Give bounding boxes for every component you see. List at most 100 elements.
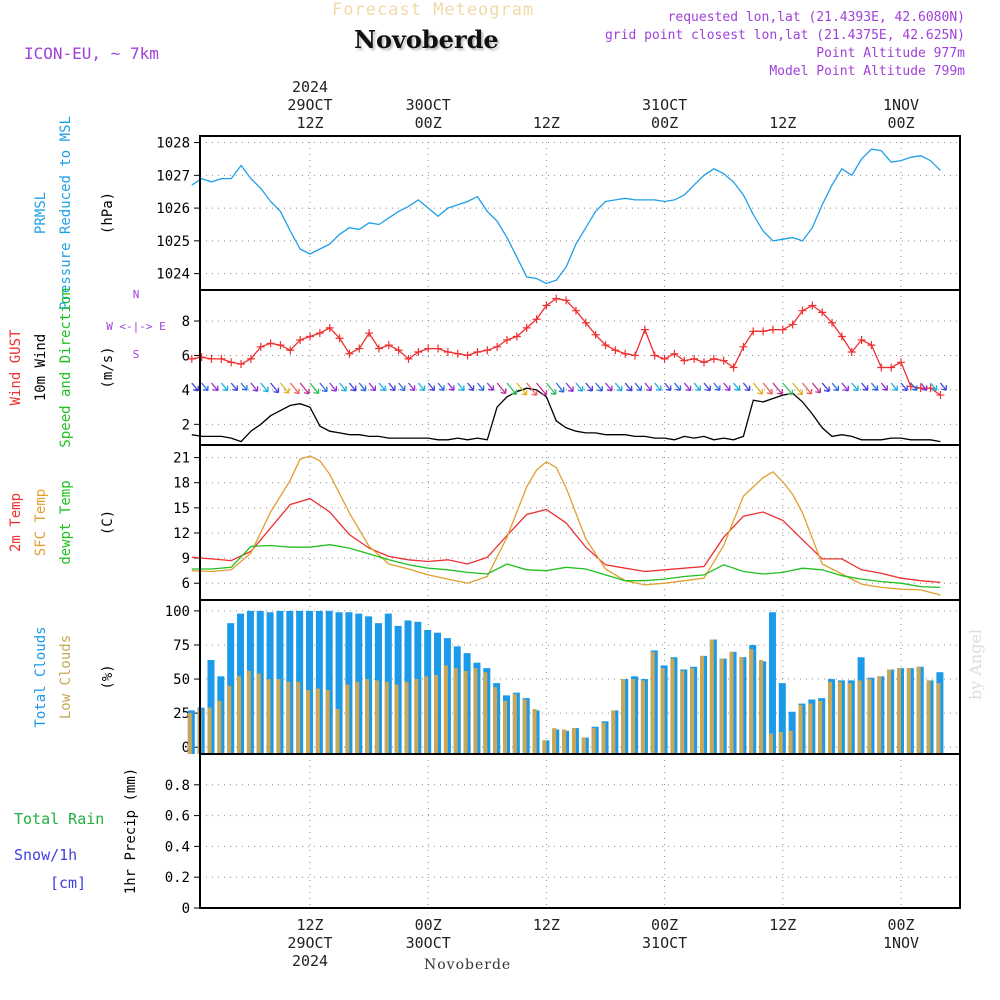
y-tick-label: 21 [173, 451, 190, 467]
y-tick-label: 50 [173, 672, 190, 688]
wind-direction-arrow [575, 382, 584, 392]
bar-low-cloud [394, 684, 399, 754]
bar-low-cloud [217, 700, 222, 754]
bottom-time-label: 31OCT [642, 934, 687, 952]
gust-point [828, 318, 837, 327]
bar-low-cloud [729, 651, 734, 754]
gust-point [759, 327, 768, 336]
bar-low-cloud [374, 680, 379, 754]
gust-point [611, 346, 620, 355]
gust-point [719, 356, 728, 365]
y-axis-label: 2m Temp [8, 493, 24, 552]
wind-direction-arrow [693, 382, 701, 392]
bar-low-cloud [611, 710, 616, 754]
top-time-label: 00Z [887, 114, 914, 132]
panel-3: 6 9 12 15 18 21 2m Temp SFC Temp dewpt Temp (C) [8, 444, 961, 601]
bar-low-cloud [640, 680, 645, 754]
bar-low-cloud [867, 679, 872, 754]
top-time-label: 12Z [769, 114, 796, 132]
wind-direction-arrow [683, 382, 692, 392]
wind-direction-arrow [536, 382, 548, 396]
y-axis-label: dewpt Temp [58, 480, 74, 564]
wind-direction-arrow [526, 382, 538, 396]
bar-low-cloud [700, 655, 704, 754]
bar-low-cloud [503, 700, 507, 754]
series-line-10m-wind [191, 387, 941, 443]
top-time-label: 31OCT [642, 96, 687, 114]
bar-low-cloud [808, 703, 813, 754]
gust-point [237, 360, 246, 369]
wind-direction-arrow [772, 382, 783, 395]
gust-point [473, 348, 482, 356]
y-tick-label: 1026 [156, 201, 190, 217]
bar-low-cloud [857, 680, 862, 754]
bar-low-cloud [384, 681, 389, 754]
wind-direction-arrow [920, 382, 928, 391]
bottom-time-label: 12Z [296, 916, 323, 934]
wind-direction-arrow [565, 382, 574, 393]
gust-point [374, 344, 383, 353]
bar-low-cloud [493, 687, 498, 754]
wind-direction-arrow [467, 382, 475, 391]
y-tick-label: 0.6 [165, 809, 190, 825]
gust-point [443, 348, 452, 356]
bar-low-cloud [335, 709, 340, 754]
y-tick-label: 0 [182, 901, 190, 917]
wind-direction-arrow [279, 382, 290, 394]
gust-point [778, 325, 787, 334]
wind-direction-arrow [476, 382, 485, 392]
bar-low-cloud [621, 679, 626, 754]
bar-low-cloud [897, 668, 901, 754]
y-axis-label: Total Clouds [33, 626, 49, 727]
gust-point [325, 323, 334, 332]
bar-low-cloud [601, 722, 606, 754]
bar-low-cloud [631, 679, 636, 754]
bar-low-cloud [414, 679, 419, 754]
wind-direction-arrow [309, 382, 320, 395]
gust-point [857, 335, 866, 344]
gust-point [916, 384, 925, 393]
top-time-label: 30OCT [406, 96, 451, 114]
y-tick-label: 6 [182, 348, 190, 364]
bar-low-cloud [483, 672, 488, 754]
bottom-time-label: 00Z [887, 916, 914, 934]
wind-direction-arrow [378, 382, 386, 392]
y-tick-label: 0.2 [165, 870, 190, 886]
wind-direction-arrow [250, 382, 259, 392]
legend-snow-unit: [cm] [50, 874, 86, 892]
gust-point [286, 346, 295, 355]
wind-direction-arrow [870, 382, 879, 391]
y-tick-label: 75 [173, 638, 190, 654]
wind-direction-arrow [664, 382, 672, 392]
bar-low-cloud [670, 658, 675, 754]
gust-point [532, 315, 541, 324]
gust-point [640, 325, 649, 334]
bar-low-cloud [256, 673, 261, 754]
bar-total-cloud [768, 612, 776, 754]
gust-point [936, 391, 945, 400]
gust-point [877, 363, 886, 372]
bar-low-cloud [365, 679, 370, 754]
series-line-dewpt-temp [191, 544, 941, 589]
gust-point [197, 353, 206, 362]
wind-direction-arrow [930, 382, 938, 391]
y-tick-label: 6 [182, 576, 190, 592]
y-axis-label: Pressure Reduced to MSL [58, 116, 74, 310]
wind-direction-arrow [240, 382, 248, 391]
bar-low-cloud [650, 651, 655, 754]
y-axis-unit: (C) [100, 510, 116, 535]
gust-point [818, 308, 827, 317]
credit-watermark: by Angel [966, 628, 985, 700]
wind-direction-arrow [427, 382, 435, 392]
gust-point [601, 341, 610, 350]
bar-total-cloud [306, 610, 313, 754]
y-tick-label: 9 [182, 551, 190, 567]
panel-frame [199, 289, 961, 446]
gust-point [542, 301, 551, 310]
y-tick-label: 25 [173, 706, 190, 722]
wind-direction-arrow [437, 382, 445, 391]
bar-total-cloud [325, 610, 333, 754]
gust-point [207, 354, 216, 363]
wind-direction-arrow [486, 382, 494, 391]
gust-point [512, 332, 521, 341]
